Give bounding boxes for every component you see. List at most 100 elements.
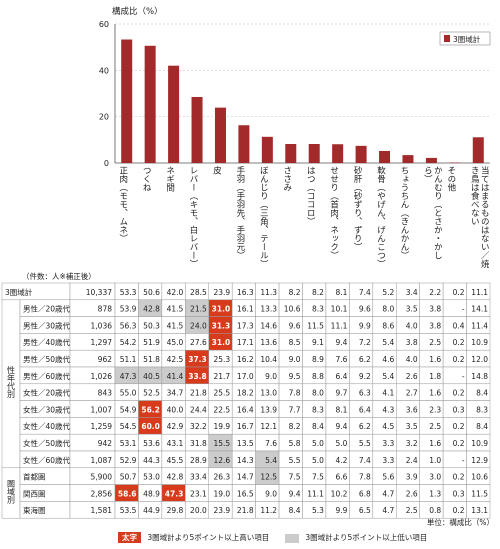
category-label: 正肉（モモ、ムネ） (117, 166, 128, 243)
cell-value: 0.2 (453, 338, 465, 347)
cell-value: 5.4 (382, 372, 394, 381)
row-label: 女性／20歳代 (23, 388, 71, 398)
cell-value: 53.6 (143, 439, 160, 448)
cell-value: 27.6 (190, 338, 207, 347)
cell-value: 43.1 (167, 439, 184, 448)
row-label: 関西圏 (23, 489, 46, 498)
cell-value: 10.4 (260, 355, 277, 364)
legend-low-swatch (285, 533, 299, 543)
cell-value: 5.0 (312, 456, 324, 465)
cell-value: 4.0 (406, 355, 418, 364)
cell-value: 7.7 (289, 405, 301, 414)
cell-value: 17.0 (237, 372, 254, 381)
cell-value: 11.1 (307, 489, 324, 498)
cell-value: 4.7 (382, 506, 394, 515)
cell-value: 8.0 (312, 389, 324, 398)
cell-value: 41.5 (167, 321, 184, 330)
cell-value: 54.2 (120, 338, 137, 347)
cell-value: 11.5 (307, 321, 324, 330)
cell-value: 20.0 (190, 506, 207, 515)
cell-value: 5.4 (382, 338, 394, 347)
y-tick-label: 0 (104, 159, 109, 168)
cell-value: 8.0 (382, 305, 394, 314)
cell-value: 34.7 (167, 389, 184, 398)
bar (191, 96, 203, 163)
cell-value: 3.6 (406, 405, 418, 414)
cell-value: 14.3 (237, 456, 254, 465)
cell-value: 7.8 (359, 473, 371, 482)
cell-value: 3.5 (406, 422, 418, 431)
cell-value: 25.5 (213, 389, 230, 398)
bar (285, 144, 297, 163)
cell-value: 31.3 (212, 321, 231, 330)
cell-value: 60.0 (141, 422, 160, 431)
cell-value: 8.3 (312, 305, 324, 314)
cell-value: 0.2 (453, 422, 465, 431)
cell-value: 12.6 (213, 456, 230, 465)
cell-value: 19.0 (213, 489, 230, 498)
cell-value: 2.3 (429, 405, 441, 414)
row-count: 2,856 (91, 489, 113, 498)
cell-value: 23.9 (213, 506, 230, 515)
cell-value: 4.6 (382, 355, 394, 364)
row-label: 女性／50歳代 (23, 438, 71, 448)
cell-value: 33.8 (188, 372, 207, 381)
y-tick-label: 60 (99, 20, 109, 29)
cell-value: 0.2 (453, 439, 465, 448)
row-label: 男性／30歳代 (23, 320, 71, 330)
cell-value: 5.5 (289, 456, 301, 465)
row-label: 女性／30歳代 (23, 404, 71, 414)
cell-value: 5.5 (359, 439, 371, 448)
row-label: 男性／50歳代 (23, 354, 71, 364)
cell-value: 0.2 (453, 355, 465, 364)
cell-value: 8.4 (289, 506, 301, 515)
cell-value: 17.3 (237, 321, 254, 330)
row-count: 962 (98, 355, 113, 364)
row-count: 1,259 (91, 422, 113, 431)
cell-value: 31.0 (212, 338, 231, 347)
cell-value: - (462, 456, 465, 465)
cell-value: 10.6 (284, 305, 301, 314)
cell-value: 15.5 (213, 439, 230, 448)
cell-value: 3.3 (382, 439, 394, 448)
cell-value: 0.4 (453, 321, 465, 330)
cell-value: 5.0 (335, 439, 347, 448)
cell-value: 0.3 (453, 489, 465, 498)
bar-chart: 0 20 40 60 構成比（%） 3圏域計 (99, 6, 491, 168)
cell-value: 16.2 (237, 355, 254, 364)
legend-label: 3圏域計 (453, 34, 481, 44)
chart-bars (121, 39, 484, 164)
cell-value: - (462, 305, 465, 314)
category-label: せせり（首肉、ネック） (328, 166, 339, 260)
cell-value: 31.0 (212, 305, 231, 314)
cell-value: 3.9 (406, 473, 418, 482)
legend: 3圏域計 (439, 31, 491, 46)
cell-value: 1.6 (429, 355, 441, 364)
cell-value: 13.0 (260, 389, 277, 398)
cell-value: 52.5 (143, 389, 160, 398)
row-count: 1,581 (91, 506, 113, 515)
cell-value: 50.6 (143, 288, 160, 297)
cell-value: 5.6 (382, 473, 394, 482)
cell-value: 6.3 (359, 389, 371, 398)
cell-value: 53.5 (120, 506, 137, 515)
group-label: 性年代別 (7, 365, 16, 399)
cell-value: 3.2 (406, 439, 418, 448)
row-count: 843 (98, 389, 113, 398)
category-label: ささみ (281, 166, 292, 192)
cell-value: 42.8 (143, 305, 160, 314)
cell-value: 0.2 (453, 506, 465, 515)
cell-value: 47.3 (120, 372, 137, 381)
cell-value: 2.7 (406, 389, 418, 398)
cell-value: 41.4 (167, 372, 184, 381)
cell-value: 3.0 (429, 473, 441, 482)
cell-value: 2.5 (429, 338, 441, 347)
cell-value: 40.0 (167, 405, 184, 414)
row-label: 女性／40歳代 (23, 421, 71, 431)
cell-value: 12.5 (260, 473, 277, 482)
row-count: 1,087 (91, 456, 113, 465)
row-label: 3圏域計 (5, 287, 33, 297)
cell-value: 51.8 (143, 355, 160, 364)
cell-value: 18.2 (237, 389, 254, 398)
